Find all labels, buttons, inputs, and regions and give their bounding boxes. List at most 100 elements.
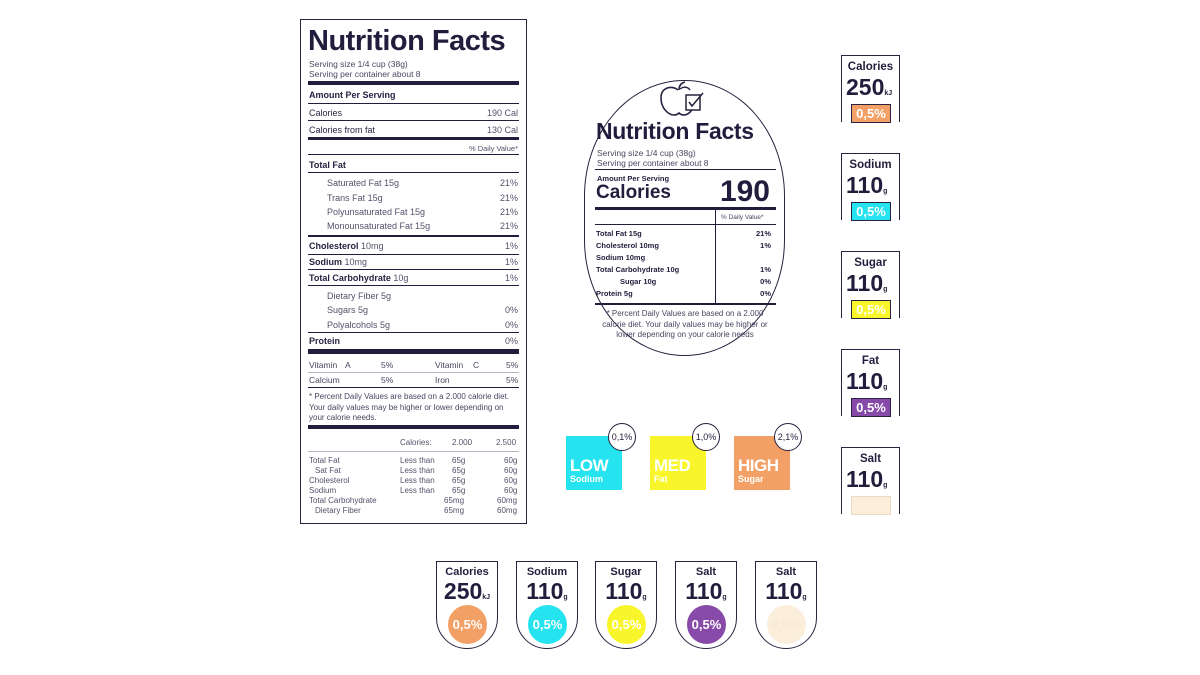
badge-name: Sugar [854,257,887,269]
thick-divider [595,207,776,210]
oval-footnote: * Percent Daily Values are based on a 2.… [602,309,768,339]
oval-title: Nutrition Facts [596,118,754,144]
right-badge-salt: Salt 110g 0,5% [841,447,900,515]
divider [308,451,519,452]
oval-serving-size: Serving size 1/4 cup (38g) [597,148,696,158]
table-row-v1: 65g [452,476,466,485]
table-header-label: Calories: [400,438,432,447]
badge-unit: kJ [884,90,893,97]
divider [308,254,519,255]
divider [308,285,519,286]
badge-percent-circle: 0,5% [767,605,806,644]
badge-unit: g [642,594,647,601]
badge-percent: 0,5% [851,104,891,123]
level-text: LOW [570,456,609,475]
oval-servings-per-container: Serving per container about 8 [597,158,709,168]
badge-value: 250kJ [846,74,893,100]
table-header-col1: 2.000 [452,438,473,447]
badge-unit: kJ [482,594,491,601]
table-row-cond: Less than [400,466,435,475]
divider [308,387,519,388]
thick-divider [308,81,519,85]
thick-divider [308,137,519,140]
oval-calories-label: Calories [596,182,671,203]
nutrition-facts-label: Nutrition Facts Serving size 1/4 cup (38… [300,19,527,524]
badge-value: 110g [526,578,568,604]
level-percent-bubble: 0,1% [608,423,636,451]
divider [308,120,519,121]
badge-percent-circle: 0,5% [528,605,567,644]
carb-item-row: Sugars 5g 0% [327,305,518,315]
divider [308,372,519,373]
level-nutrient: Sodium [570,474,603,484]
bottom-badge-salt: Salt 110g 0,5% [755,561,817,649]
bottom-badge-calories: Calories 250kJ 0,5% [436,561,498,649]
badge-name: Sodium [526,566,568,578]
carb-item-row: Polyalcohols 5g 0% [327,320,518,330]
table-row-name: Sodium [309,486,337,495]
divider [308,103,519,104]
table-header-col2: 2.500 [496,438,517,447]
divider [595,303,776,305]
badge-percent-circle: 0,5% [607,605,646,644]
oval-nutrient-row: Sugar 10g 0% [620,277,771,286]
calories-from-fat-row: Calories from fat 130 Cal [309,125,518,135]
oval-nutrient-row: Total Fat 15g 21% [596,229,771,238]
level-text: HIGH [738,456,779,475]
table-row-name: Total Fat [309,456,340,465]
badge-name: Calories [445,566,489,578]
badge-unit: g [883,384,888,391]
right-badge-sodium: Sodium 110g 0,5% [841,153,900,221]
badge-percent: 0,5% [851,398,891,417]
daily-value-header: % Daily Value* [468,144,518,153]
badge-name: Sugar [610,566,642,578]
table-row-v2: 60g [504,476,518,485]
oval-amount-per-serving: Amount Per Serving [597,174,670,183]
badge-name: Calories [847,61,894,73]
level-percent-bubble: 2,1% [774,423,802,451]
oval-nutrient-row: Cholesterol 10mg 1% [596,241,771,250]
table-row-cond: Less than [400,476,435,485]
badge-unit: g [802,594,807,601]
badge-name: Salt [695,566,717,578]
table-row-name: Dietary Fiber [315,506,361,515]
badge-unit: g [883,286,888,293]
badge-value: 110g [765,578,807,604]
servings-per-container: Serving per container about 8 [309,69,421,79]
badge-percent: 0,5% [851,300,891,319]
badge-name: Fat [861,355,880,367]
table-row-cond: Less than [400,486,435,495]
divider [308,269,519,270]
badge-value: 110g [605,578,647,604]
oval-nutrient-row: Total Carbohydrate 10g 1% [596,265,771,274]
cholesterol-row: Cholesterol 10mg 1% [309,241,518,251]
amount-per-serving: Amount Per Serving [309,90,396,100]
badge-name: Salt [859,453,882,465]
fat-item-row: Polyunsaturated Fat 15g 21% [327,207,518,217]
level-nutrient: Fat [654,474,668,484]
table-row-v2: 60g [504,486,518,495]
thick-divider [308,425,519,429]
divider [308,172,519,173]
table-row-v1: 65g [452,456,466,465]
daily-value-footnote: * Percent Daily Values are based on a 2.… [309,392,509,422]
badge-value: 110g [846,368,888,394]
table-row-v2: 60g [504,456,518,465]
table-row-name: Cholesterol [309,476,350,485]
level-percent-bubble: 1,0% [692,423,720,451]
table-row-v2: 60mg [497,506,518,515]
table-row-name: Total Carbohydrate [309,496,377,505]
right-badge-calories: Calories 250kJ 0,5% [841,55,900,123]
level-text: MED [654,456,691,475]
badge-percent: 0,5% [851,202,891,221]
thick-divider [308,349,519,354]
badge-value: 250kJ [443,578,491,604]
protein-row: Protein 0% [309,336,518,346]
right-badge-fat: Fat 110g 0,5% [841,349,900,417]
bottom-badge-sugar: Sugar 110g 0,5% [595,561,657,649]
serving-size: Serving size 1/4 cup (38g) [309,59,408,69]
sodium-row: Sodium 10mg 1% [309,257,518,267]
oval-calories-value: 190 [719,175,770,208]
badge-unit: g [722,594,727,601]
divider [308,154,519,155]
